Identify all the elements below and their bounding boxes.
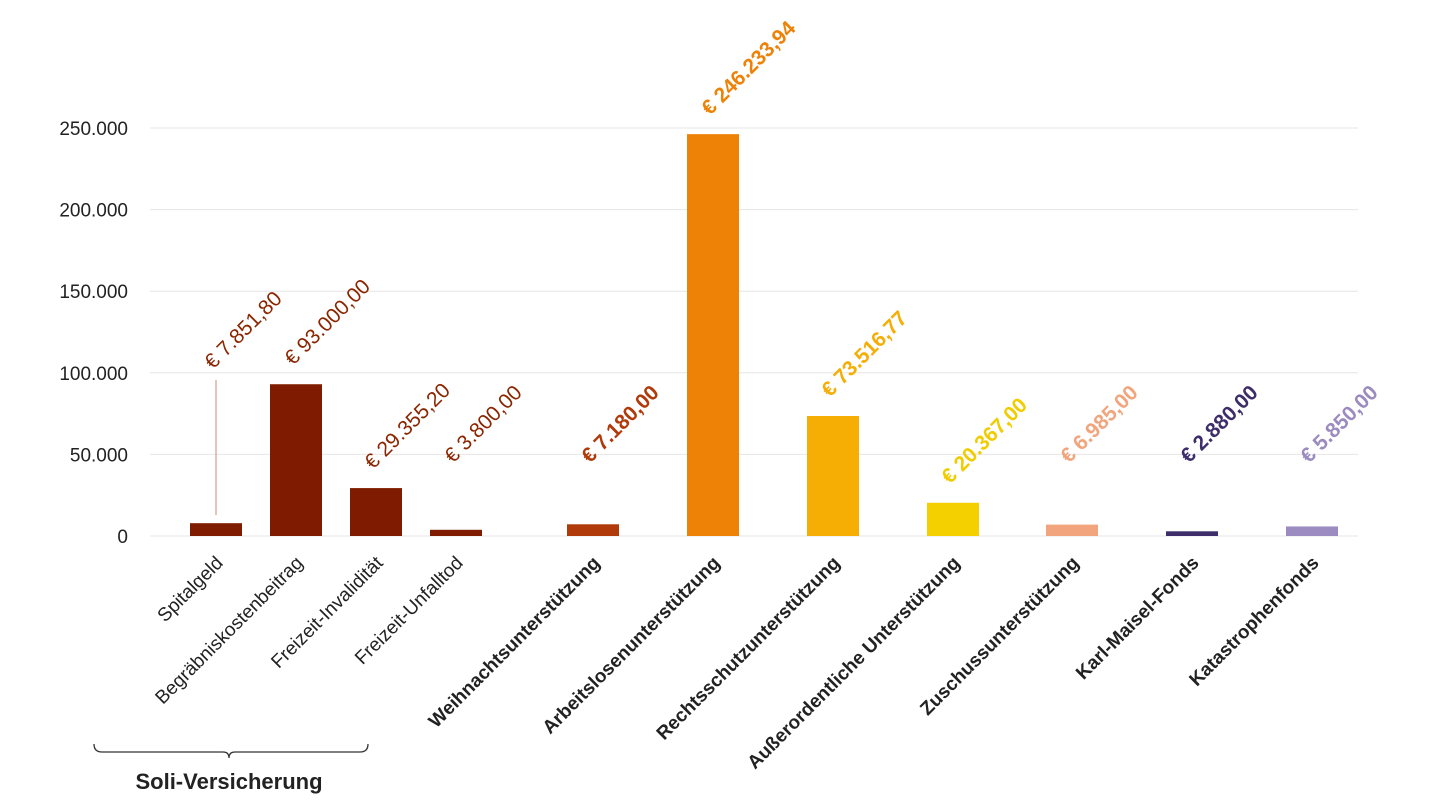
bar	[927, 502, 979, 536]
y-tick-label: 250.000	[59, 119, 128, 140]
group-brackets: Soli-Versicherung	[93, 743, 369, 794]
y-tick-label: 100.000	[59, 364, 128, 385]
group-bracket	[93, 743, 369, 759]
value-label: € 93.000,00	[280, 275, 375, 370]
y-tick-label: 150.000	[59, 282, 128, 303]
value-label: € 29.355,20	[360, 379, 455, 474]
bar	[430, 529, 482, 536]
value-label: € 246.233,94	[697, 16, 800, 119]
category-label: Katastrophenfonds	[1186, 553, 1324, 691]
bar	[1166, 531, 1218, 536]
y-tick-label: 50.000	[70, 445, 128, 466]
category-labels: SpitalgeldBegräbniskostenbeitragFreizeit…	[152, 552, 1324, 773]
value-label: € 73.516,77	[817, 307, 912, 402]
bar	[687, 134, 739, 536]
bar	[350, 488, 402, 536]
category-label: Spitalgeld	[154, 553, 228, 627]
bar	[1286, 526, 1338, 536]
value-label: € 20.367,00	[937, 394, 1032, 489]
category-label: Außerordentliche Unterstützung	[744, 553, 965, 774]
bar	[567, 524, 619, 536]
value-label: € 7.851,80	[200, 287, 286, 373]
bars	[190, 134, 1338, 536]
group-label: Soli-Versicherung	[135, 769, 322, 794]
value-labels: € 7.851,80€ 93.000,00€ 29.355,20€ 3.800,…	[200, 16, 1383, 516]
y-tick-label: 200.000	[59, 201, 128, 222]
bar	[270, 384, 322, 536]
bar	[1046, 524, 1098, 536]
y-axis: 0 50.000 100.000 150.000 200.000 250.000	[59, 119, 128, 548]
bar	[807, 416, 859, 536]
y-tick-label: 0	[117, 527, 128, 548]
bar	[190, 523, 242, 536]
category-label: Karl-Maisel-Fonds	[1072, 553, 1203, 684]
category-label: Begräbniskostenbeitrag	[152, 553, 308, 709]
gridlines	[150, 127, 1358, 537]
